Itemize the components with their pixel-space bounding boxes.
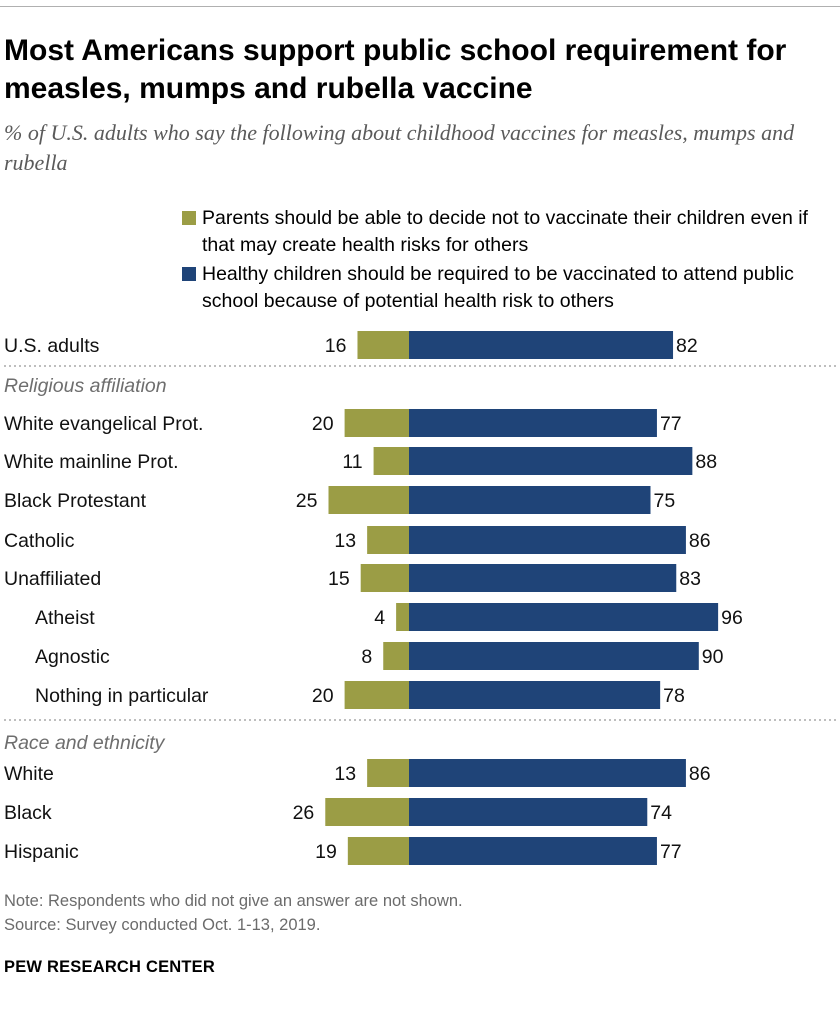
bar-required xyxy=(409,564,677,592)
section-heading: Religious affiliation xyxy=(4,375,167,397)
row-label: Unaffiliated xyxy=(4,568,101,590)
row-label: White xyxy=(4,763,54,785)
legend-swatch-required xyxy=(182,267,196,281)
value-label-parents: 11 xyxy=(342,451,362,473)
row-label: Catholic xyxy=(4,530,75,552)
bar-parents xyxy=(396,603,409,631)
row-label: Black Protestant xyxy=(4,490,147,512)
row-label: U.S. adults xyxy=(4,335,100,357)
bar-required xyxy=(409,486,651,514)
bar-required xyxy=(409,642,699,670)
value-label-parents: 20 xyxy=(312,685,334,707)
value-label-required: 83 xyxy=(679,568,701,590)
value-label-required: 74 xyxy=(650,802,672,824)
bar-parents xyxy=(325,798,409,826)
bar-required xyxy=(409,526,686,554)
bar-parents xyxy=(383,642,409,670)
legend-label-required: Healthy children should be required to b… xyxy=(202,263,794,312)
top-rule xyxy=(0,6,840,7)
value-label-required: 88 xyxy=(695,451,717,473)
bar-required xyxy=(409,331,674,359)
value-label-parents: 4 xyxy=(374,607,385,629)
bar-required xyxy=(409,837,657,865)
legend-item-parents: Parents should be able to decide not to … xyxy=(182,205,836,259)
bar-required xyxy=(409,409,657,437)
row-label: Hispanic xyxy=(4,841,79,863)
bar-parents xyxy=(347,837,409,865)
value-label-required: 86 xyxy=(689,763,711,785)
bar-required xyxy=(409,759,686,787)
value-label-required: 90 xyxy=(702,646,724,668)
note-text: Note: Respondents who did not give an an… xyxy=(4,892,463,910)
section-heading: Race and ethnicity xyxy=(4,732,166,754)
legend-label-parents: Parents should be able to decide not to … xyxy=(202,207,808,256)
footnote: Note: Respondents who did not give an an… xyxy=(4,889,824,937)
bar-parents xyxy=(357,331,409,359)
value-label-parents: 16 xyxy=(325,335,347,357)
bar-parents xyxy=(344,409,409,437)
row-label: White evangelical Prot. xyxy=(4,413,203,435)
legend: Parents should be able to decide not to … xyxy=(182,205,836,315)
value-label-required: 96 xyxy=(721,607,743,629)
value-label-parents: 15 xyxy=(328,568,350,590)
bar-parents xyxy=(373,447,409,475)
value-label-parents: 26 xyxy=(293,802,315,824)
org-name: PEW RESEARCH CENTER xyxy=(4,958,215,976)
source-text: Source: Survey conducted Oct. 1-13, 2019… xyxy=(4,916,321,934)
value-label-required: 78 xyxy=(663,685,685,707)
value-label-required: 75 xyxy=(654,490,676,512)
bar-parents xyxy=(367,759,409,787)
value-label-required: 82 xyxy=(676,335,698,357)
legend-item-required: Healthy children should be required to b… xyxy=(182,261,836,315)
value-label-parents: 19 xyxy=(315,841,337,863)
bar-required xyxy=(409,681,661,709)
value-label-required: 86 xyxy=(689,530,711,552)
value-label-parents: 13 xyxy=(334,530,356,552)
row-label: Nothing in particular xyxy=(35,685,209,707)
row-label: Atheist xyxy=(35,607,95,629)
bar-parents xyxy=(328,486,409,514)
chart-title: Most Americans support public school req… xyxy=(4,34,787,105)
row-label: Black xyxy=(4,802,52,824)
bar-parents xyxy=(367,526,409,554)
value-label-required: 77 xyxy=(660,413,682,435)
bar-required xyxy=(409,447,693,475)
value-label-parents: 8 xyxy=(361,646,372,668)
value-label-parents: 20 xyxy=(312,413,334,435)
bar-parents xyxy=(360,564,409,592)
bar-parents xyxy=(344,681,409,709)
row-label: White mainline Prot. xyxy=(4,451,178,473)
bar-required xyxy=(409,603,719,631)
value-label-required: 77 xyxy=(660,841,682,863)
value-label-parents: 25 xyxy=(296,490,318,512)
row-label: Agnostic xyxy=(35,646,110,668)
chart-subtitle: % of U.S. adults who say the following a… xyxy=(4,120,795,175)
legend-swatch-parents xyxy=(182,211,196,225)
value-label-parents: 13 xyxy=(334,763,356,785)
bar-required xyxy=(409,798,648,826)
